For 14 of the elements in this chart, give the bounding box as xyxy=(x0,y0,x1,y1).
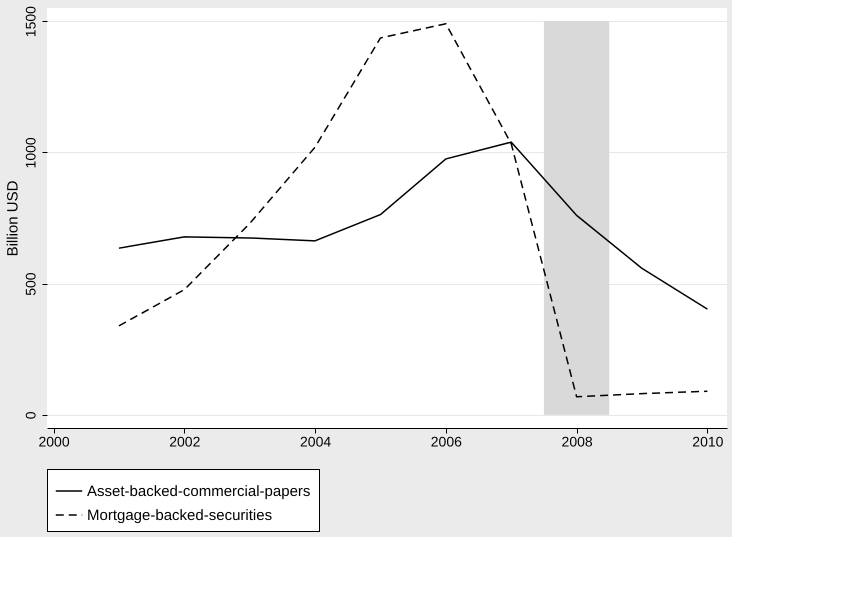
x-tick-label: 2006 xyxy=(430,434,462,450)
legend-label: Mortgage-backed-securities xyxy=(87,507,272,524)
y-tick-label: 1000 xyxy=(22,137,38,168)
line-series xyxy=(118,23,708,398)
legend-label: Asset-backed-commercial-papers xyxy=(87,483,310,500)
x-tick-label: 2000 xyxy=(38,434,70,450)
x-tick-label: 2010 xyxy=(692,434,724,450)
x-tick-label: 2002 xyxy=(169,434,201,450)
x-tick-label: 2004 xyxy=(300,434,332,450)
y-tick-label: 500 xyxy=(22,272,38,296)
y-axis-title: Billion USD xyxy=(4,180,22,256)
x-tick-label: 2008 xyxy=(562,434,593,450)
y-tick-label: 1500 xyxy=(22,6,38,38)
y-tick-label: 0 xyxy=(22,411,38,420)
